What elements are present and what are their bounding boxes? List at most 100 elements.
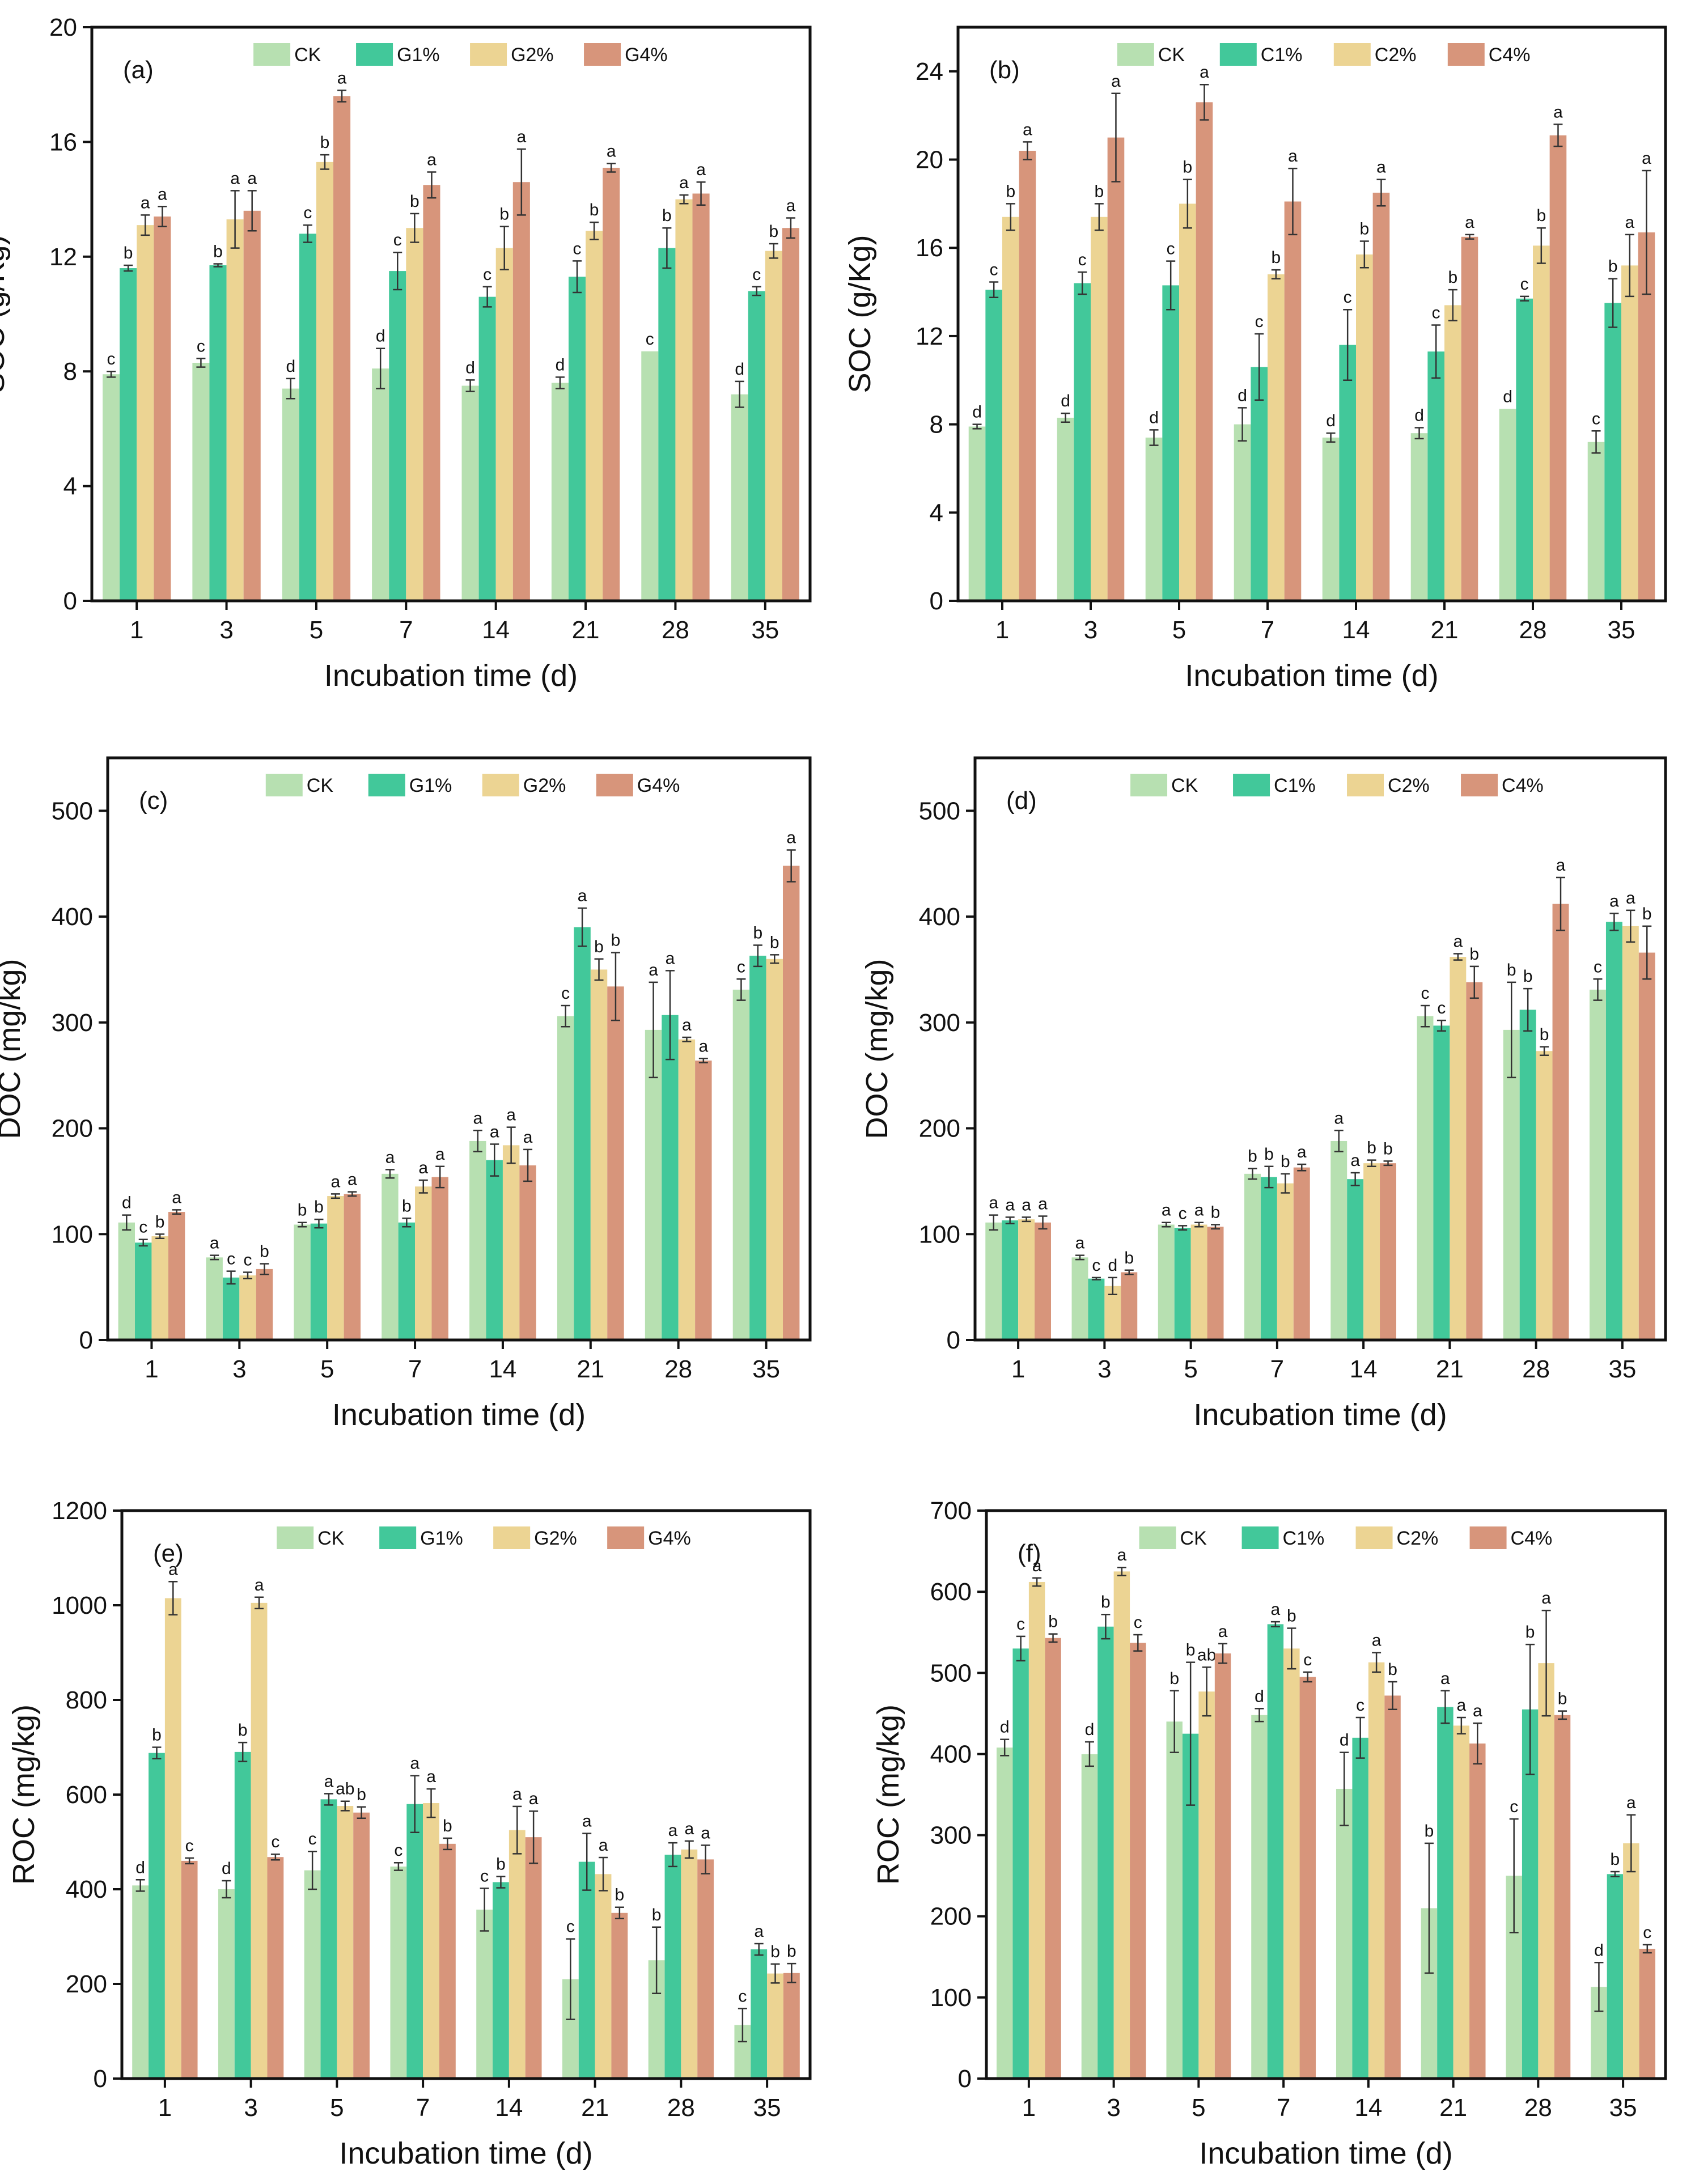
bar xyxy=(243,210,261,601)
legend-label: G1% xyxy=(409,775,452,796)
bar xyxy=(478,296,496,601)
bar xyxy=(1097,1626,1114,2079)
legend-swatch xyxy=(584,43,621,66)
bar xyxy=(1145,437,1163,601)
significance-letter: d xyxy=(735,360,744,379)
significance-letter: a xyxy=(210,1234,219,1253)
bar xyxy=(1251,367,1268,601)
significance-letter: c xyxy=(1179,1204,1187,1223)
x-tick-label: 3 xyxy=(232,1355,246,1383)
legend-swatch xyxy=(1139,1526,1176,1549)
bar xyxy=(423,1803,439,2079)
x-tick-label: 35 xyxy=(751,616,779,644)
bar xyxy=(1162,285,1179,601)
bar xyxy=(1322,437,1340,601)
legend-label: CK xyxy=(307,775,334,796)
significance-letter: b xyxy=(662,206,672,225)
bar xyxy=(382,1173,399,1340)
x-tick-label: 21 xyxy=(1439,2094,1467,2122)
bar xyxy=(154,216,171,601)
significance-letter: b xyxy=(652,1906,662,1924)
y-tick-label: 0 xyxy=(930,587,943,615)
y-tick-label: 1200 xyxy=(52,1497,107,1525)
legend-swatch xyxy=(253,43,291,66)
y-tick-label: 4 xyxy=(930,499,943,527)
bar xyxy=(749,956,766,1340)
x-tick-label: 14 xyxy=(495,2094,523,2122)
bar xyxy=(641,351,659,601)
y-tick-label: 20 xyxy=(49,14,77,41)
y-tick-label: 8 xyxy=(63,358,77,385)
significance-letter: b xyxy=(1287,1607,1296,1626)
bar xyxy=(1621,265,1638,601)
significance-letter: a xyxy=(1372,1631,1382,1650)
significance-letter: a xyxy=(1376,158,1386,177)
significance-letter: c xyxy=(1437,999,1446,1017)
panel-label: (b) xyxy=(989,56,1020,84)
bar xyxy=(1121,1272,1138,1340)
x-tick-label: 7 xyxy=(399,616,413,644)
bar xyxy=(406,1804,423,2079)
significance-letter: c xyxy=(737,957,745,976)
significance-letter: b xyxy=(1388,1660,1397,1679)
bar xyxy=(1538,1663,1554,2079)
significance-letter: b xyxy=(770,933,779,952)
significance-letter: b xyxy=(1642,905,1652,923)
significance-letter: d xyxy=(1108,1256,1117,1275)
x-tick-label: 14 xyxy=(1350,1355,1378,1383)
significance-letter: b xyxy=(1186,1641,1196,1660)
bar xyxy=(304,1870,321,2079)
legend-swatch xyxy=(1333,43,1371,66)
significance-letter: a xyxy=(230,169,240,188)
y-tick-label: 300 xyxy=(52,1009,93,1037)
significance-letter: a xyxy=(989,1194,998,1212)
bar xyxy=(251,1602,268,2079)
significance-letter: d xyxy=(135,1858,145,1877)
bar xyxy=(495,248,513,601)
significance-letter: c xyxy=(185,1837,194,1855)
y-tick-label: 4 xyxy=(63,473,77,501)
significance-letter: a xyxy=(1465,213,1474,232)
x-tick-label: 3 xyxy=(244,2094,257,2122)
significance-letter: a xyxy=(1457,1696,1467,1715)
bar xyxy=(239,1275,256,1340)
bar xyxy=(1019,150,1036,601)
y-axis-title: ROC (mg/kg) xyxy=(871,1704,905,1885)
bar xyxy=(607,986,624,1340)
bar xyxy=(1284,201,1302,601)
significance-letter: b xyxy=(152,1726,162,1745)
significance-letter: a xyxy=(247,169,257,188)
x-tick-label: 21 xyxy=(577,1355,604,1383)
bar xyxy=(151,1236,168,1340)
significance-letter: b xyxy=(1271,248,1281,267)
significance-letter: a xyxy=(490,1123,499,1142)
legend-label: C4% xyxy=(1502,775,1544,796)
bar xyxy=(1207,1227,1224,1340)
x-axis-title: Incubation time (d) xyxy=(1199,2136,1452,2170)
x-tick-label: 3 xyxy=(219,616,233,644)
significance-letter: b xyxy=(1359,220,1369,239)
bar xyxy=(512,182,530,601)
bar xyxy=(748,291,765,601)
bar xyxy=(1057,417,1074,601)
bar xyxy=(675,199,693,601)
bar xyxy=(423,185,440,601)
x-tick-label: 1 xyxy=(130,616,143,644)
y-tick-label: 400 xyxy=(930,1740,972,1768)
significance-letter: d xyxy=(222,1859,231,1878)
bar xyxy=(1384,1695,1401,2079)
bar xyxy=(1453,1725,1470,2079)
legend-swatch xyxy=(607,1526,645,1549)
significance-letter: b xyxy=(357,1786,366,1804)
legend-label: G2% xyxy=(511,44,554,66)
significance-letter: a xyxy=(666,949,675,968)
significance-letter: c xyxy=(990,261,998,279)
bar xyxy=(226,219,244,601)
significance-letter: b xyxy=(1281,1152,1290,1171)
x-axis-title: Incubation time (d) xyxy=(339,2136,592,2170)
significance-letter: a xyxy=(1288,147,1298,166)
bar xyxy=(1130,1643,1146,2079)
bar xyxy=(132,1885,149,2079)
x-tick-label: 35 xyxy=(1609,2094,1637,2122)
